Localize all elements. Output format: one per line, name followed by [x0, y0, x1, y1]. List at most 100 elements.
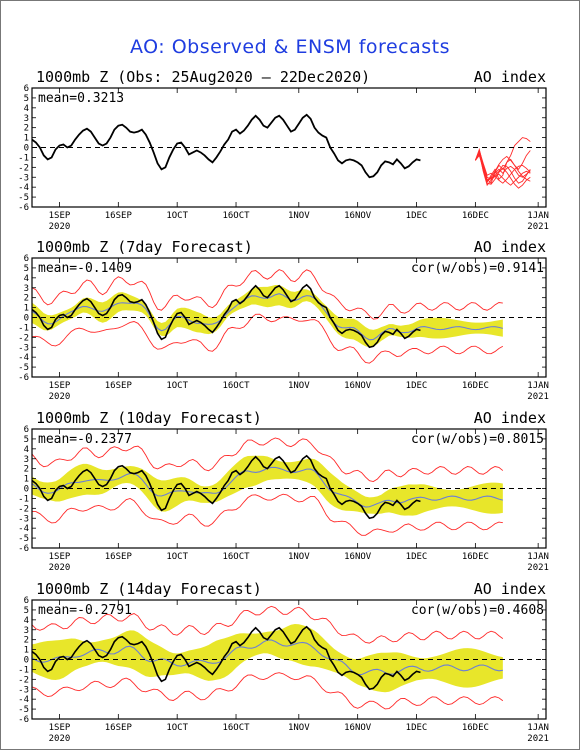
- y-tick-label: -4: [18, 353, 29, 363]
- y-tick-label: 5: [24, 606, 29, 616]
- x-tick-label: 1NOV: [288, 723, 310, 733]
- y-tick-label: -3: [18, 685, 29, 695]
- correlation-stat: cor(w/obs)=0.9141: [411, 261, 544, 276]
- y-tick-label: 1: [24, 304, 29, 314]
- y-tick-label: 1: [24, 646, 29, 656]
- x-tick-label: 16NOV: [344, 211, 372, 221]
- y-tick-label: -6: [18, 373, 29, 383]
- ensemble-spread-band: [32, 624, 503, 693]
- x-year-label: 2021: [527, 563, 549, 573]
- x-tick-label: 16OCT: [222, 723, 250, 733]
- correlation-stat: cor(w/obs)=0.8015: [411, 432, 544, 447]
- mean-stat: mean=-0.2377: [38, 432, 132, 447]
- y-tick-label: -2: [18, 333, 29, 343]
- panel-4: 1000mb Z (14day Forecast) AO index-6-5-4-…: [18, 580, 549, 744]
- mean-stat: mean=-0.1409: [38, 261, 132, 276]
- x-year-label: 2021: [527, 392, 549, 402]
- y-tick-label: 0: [24, 314, 29, 324]
- x-tick-label: 1DEC: [406, 723, 428, 733]
- x-tick-label: 16DEC: [462, 723, 489, 733]
- y-tick-label: -6: [18, 203, 29, 213]
- y-tick-label: -5: [18, 534, 29, 544]
- y-tick-label: -4: [18, 695, 29, 705]
- y-tick-label: -1: [18, 153, 29, 163]
- panel-title: 1000mb Z (7day Forecast): [36, 238, 253, 256]
- y-tick-label: 4: [24, 104, 29, 114]
- y-tick-label: 4: [24, 445, 29, 455]
- y-tick-label: -3: [18, 343, 29, 353]
- x-tick-label: 16DEC: [462, 211, 489, 221]
- y-tick-label: 6: [24, 84, 29, 94]
- y-tick-label: -4: [18, 524, 29, 534]
- x-year-label: 2021: [527, 734, 549, 744]
- x-year-label: 2020: [49, 563, 71, 573]
- member-max-line: [32, 437, 504, 482]
- observed-line: [32, 625, 421, 691]
- panel-1: 1000mb Z (Obs: 25Aug2020 – 22Dec2020) AO …: [18, 68, 549, 232]
- y-tick-label: 2: [24, 294, 29, 304]
- y-tick-label: 2: [24, 465, 29, 475]
- y-tick-label: 6: [24, 596, 29, 606]
- correlation-stat: cor(w/obs)=0.4608: [411, 603, 544, 618]
- y-tick-label: 6: [24, 425, 29, 435]
- member-min-line: [32, 672, 504, 710]
- y-tick-label: -3: [18, 514, 29, 524]
- x-tick-label: 16SEP: [105, 211, 133, 221]
- y-tick-label: 2: [24, 124, 29, 134]
- x-year-label: 2020: [49, 222, 71, 232]
- panel-title: 1000mb Z (14day Forecast): [36, 580, 262, 598]
- y-tick-label: 5: [24, 94, 29, 104]
- y-tick-label: -6: [18, 544, 29, 554]
- x-tick-label: 1NOV: [288, 381, 310, 391]
- y-tick-label: 3: [24, 284, 29, 294]
- x-tick-label: 1SEP: [49, 211, 71, 221]
- plot-area: [32, 269, 504, 364]
- member-min-line: [32, 493, 503, 536]
- forecast-member-line: [474, 149, 531, 184]
- x-tick-label: 1OCT: [166, 552, 188, 562]
- y-tick-label: 2: [24, 636, 29, 646]
- x-tick-label: 1OCT: [166, 381, 188, 391]
- x-tick-label: 16OCT: [222, 552, 250, 562]
- plot-area: [32, 113, 531, 189]
- plot-area: [32, 605, 504, 710]
- mean-stat: mean=-0.2791: [38, 603, 132, 618]
- panel-3: 1000mb Z (10day Forecast) AO index-6-5-4-…: [18, 409, 549, 573]
- y-tick-label: -4: [18, 183, 29, 193]
- y-tick-label: 4: [24, 616, 29, 626]
- y-tick-label: -3: [18, 173, 29, 183]
- x-tick-label: 1OCT: [166, 211, 188, 221]
- y-tick-label: 0: [24, 144, 29, 154]
- x-tick-label: 16DEC: [462, 381, 489, 391]
- index-label: AO index: [474, 409, 546, 427]
- y-tick-label: -2: [18, 163, 29, 173]
- x-tick-label: 1JAN: [527, 552, 549, 562]
- y-tick-label: -2: [18, 504, 29, 514]
- plot-area: [32, 437, 504, 536]
- x-tick-label: 1SEP: [49, 723, 71, 733]
- member-max-line: [32, 269, 503, 320]
- x-tick-label: 16OCT: [222, 211, 250, 221]
- x-tick-label: 1JAN: [527, 381, 549, 391]
- x-year-label: 2020: [49, 734, 71, 744]
- observed-line: [32, 454, 421, 520]
- y-tick-label: -5: [18, 363, 29, 373]
- forecast-member-line: [474, 153, 531, 189]
- x-tick-label: 16OCT: [222, 381, 250, 391]
- y-tick-label: 5: [24, 264, 29, 274]
- y-tick-label: 3: [24, 114, 29, 124]
- x-tick-label: 1DEC: [406, 211, 428, 221]
- x-tick-label: 1NOV: [288, 211, 310, 221]
- y-tick-label: 5: [24, 435, 29, 445]
- y-tick-label: 6: [24, 254, 29, 264]
- panel-title: 1000mb Z (10day Forecast): [36, 409, 262, 427]
- index-label: AO index: [474, 580, 546, 598]
- x-tick-label: 1NOV: [288, 552, 310, 562]
- x-tick-label: 16SEP: [105, 381, 133, 391]
- index-label: AO index: [474, 238, 546, 256]
- y-tick-label: 3: [24, 626, 29, 636]
- y-tick-label: 4: [24, 274, 29, 284]
- mean-stat: mean=0.3213: [38, 91, 124, 106]
